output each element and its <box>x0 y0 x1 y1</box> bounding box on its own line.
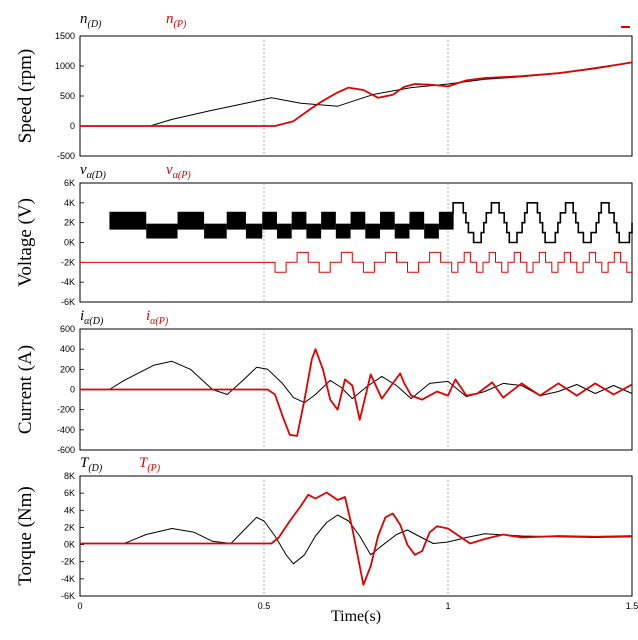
y-tick-label: -400 <box>57 425 75 435</box>
y-tick-label: 1500 <box>55 31 75 41</box>
x-tick-label: 0.5 <box>258 601 271 611</box>
series-line-D <box>80 360 633 404</box>
x-tick-label: 1 <box>445 601 450 611</box>
y-tick-label: 8K <box>64 471 75 481</box>
voltage-pwm-block <box>109 211 147 230</box>
voltage-pwm-block <box>226 211 246 230</box>
y-tick-label: -4K <box>61 574 75 584</box>
y-tick-label: 6K <box>64 178 75 188</box>
legend-entry: vα(P) <box>166 162 191 181</box>
y-tick-label: 0 <box>70 385 75 395</box>
y-tick-label: -6K <box>61 591 75 601</box>
series-line-D <box>80 61 633 127</box>
voltage-pwm-block <box>409 211 425 230</box>
y-tick-label: -600 <box>57 445 75 455</box>
y-tick-label: 6K <box>64 488 75 498</box>
y-tick-label: 200 <box>60 364 75 374</box>
voltage-line-P <box>80 251 632 273</box>
y-tick-label: -6K <box>61 297 75 307</box>
y-tick-label: 4K <box>64 198 75 208</box>
voltage-pwm-block <box>245 223 263 239</box>
voltage-pwm-block <box>204 223 227 239</box>
y-tick-label: 1000 <box>55 61 75 71</box>
voltage-pwm-block <box>146 223 178 239</box>
series-line-P <box>80 348 633 437</box>
voltage-pwm-block <box>291 211 307 230</box>
series-line-P <box>80 491 633 586</box>
y-tick-label: -200 <box>57 405 75 415</box>
y-tick-label: -4K <box>61 277 75 287</box>
series-line-D <box>80 514 633 565</box>
y-tick-label: 2K <box>64 218 75 228</box>
y-tick-label: 2K <box>64 522 75 532</box>
voltage-pwm-block <box>276 223 292 239</box>
voltage-pwm-block <box>365 223 381 239</box>
y-tick-label: -500 <box>57 151 75 161</box>
voltage-pwm-block <box>394 223 410 239</box>
y-tick-label: -2K <box>61 257 75 267</box>
y-tick-label: 400 <box>60 344 75 354</box>
voltage-pwm-block <box>321 211 336 230</box>
y-tick-label: 0K <box>64 238 75 248</box>
voltage-pwm-block <box>350 211 366 230</box>
y-axis-label: Speed (rpm) <box>15 49 36 143</box>
voltage-pwm-block <box>424 223 439 239</box>
legend-entry: n(D) <box>80 11 102 30</box>
voltage-pwm-block <box>306 223 322 239</box>
legend-entry: T(D) <box>80 455 103 474</box>
y-axis-label: Voltage (V) <box>15 198 36 287</box>
y-tick-label: -2K <box>61 557 75 567</box>
voltage-pwm-block <box>335 223 351 239</box>
plot-frame <box>79 35 633 157</box>
y-axis-label: Torque (Nm) <box>15 486 36 585</box>
y-tick-label: 600 <box>60 324 75 334</box>
x-axis-label: Time(s) <box>331 608 381 625</box>
y-tick-label: 4K <box>64 505 75 515</box>
legend-entry: iα(P) <box>146 308 169 327</box>
y-axis-label: Current (A) <box>15 345 36 434</box>
x-tick-label: 1.5 <box>626 601 638 611</box>
legend-entry: n(P) <box>166 11 187 30</box>
voltage-line-D <box>448 202 633 244</box>
y-tick-label: 0 <box>70 121 75 131</box>
legend-entry: T(P) <box>139 455 161 474</box>
y-tick-label: 500 <box>60 91 75 101</box>
legend-entry: vα(D) <box>80 162 106 181</box>
y-tick-label: 0K <box>64 540 75 550</box>
x-tick-label: 0 <box>77 601 82 611</box>
voltage-pwm-block <box>177 211 205 230</box>
voltage-pwm-block <box>262 211 277 230</box>
series-line-P <box>80 61 633 127</box>
legend-entry: iα(D) <box>80 308 104 327</box>
voltage-pwm-block <box>380 211 395 230</box>
